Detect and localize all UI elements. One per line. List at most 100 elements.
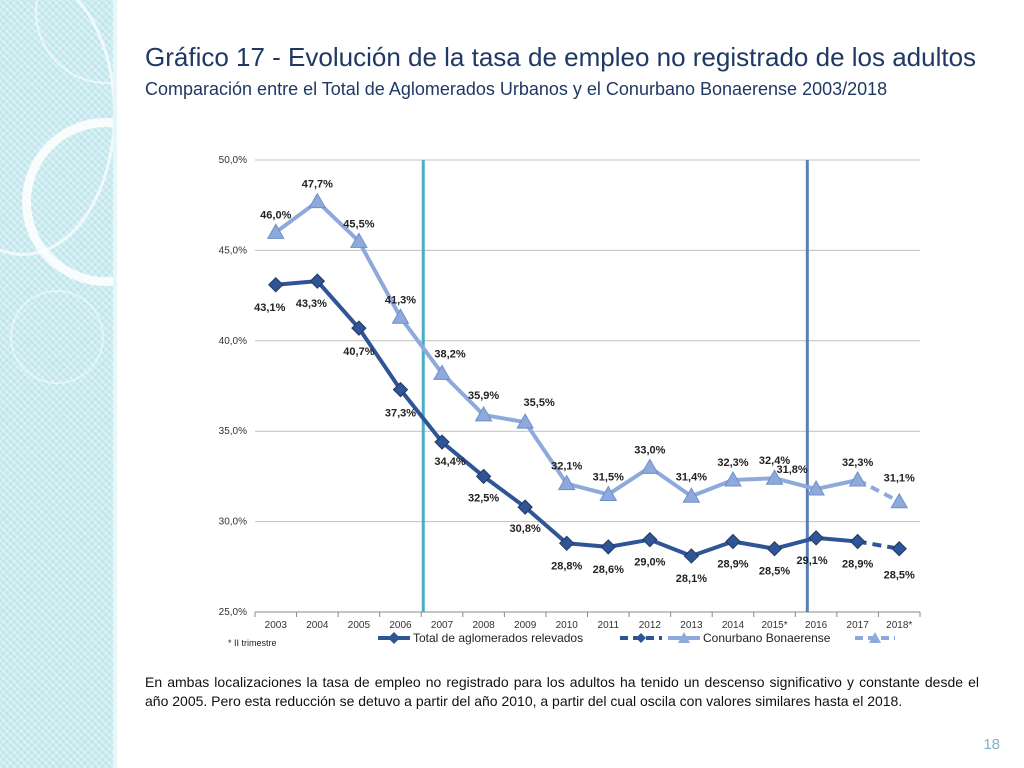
total-point: [808, 530, 824, 546]
page-number: 18: [983, 736, 1000, 753]
total-point: [642, 531, 658, 548]
x-tick-label: 2004: [306, 620, 329, 631]
conurbano-data-label: 45,5%: [343, 218, 374, 230]
legend-total-projected-marker: [636, 633, 646, 643]
y-tick-label: 25,0%: [219, 607, 247, 618]
conurbano-point: [308, 192, 327, 209]
slide-title: Gráfico 17 - Evolución de la tasa de emp…: [145, 42, 977, 72]
total-data-label: 28,5%: [759, 566, 790, 578]
total-data-label: 28,5%: [884, 570, 915, 582]
total-point: [309, 273, 326, 289]
total-point: [351, 320, 367, 336]
x-tick-label: 2015*: [761, 620, 787, 631]
total-line: [275, 279, 858, 558]
conurbano-point: [682, 487, 701, 503]
slide-body-text: En ambas localizaciones la tasa de emple…: [145, 674, 979, 709]
conurbano-data-label: 31,4%: [676, 471, 707, 483]
total-data-label: 29,0%: [634, 557, 665, 569]
x-tick-label: 2010: [556, 620, 579, 631]
conurbano-data-label: 32,3%: [717, 457, 748, 469]
total-data-label: 30,8%: [510, 523, 541, 535]
x-tick-label: 2009: [514, 620, 537, 631]
x-tick-label: 2008: [472, 620, 495, 631]
legend-conurbano-projected-marker: [869, 632, 881, 643]
total-point: [559, 535, 575, 552]
y-tick-label: 50,0%: [219, 155, 247, 166]
total-point: [849, 533, 866, 550]
y-tick-label: 30,0%: [219, 517, 247, 528]
x-tick-label: 2016: [805, 620, 828, 631]
total-data-label: 28,9%: [717, 558, 748, 570]
conurbano-point: [516, 413, 535, 429]
total-point: [725, 533, 741, 550]
legend-conurbano-label: Conurbano Bonaerense: [703, 631, 831, 645]
conurbano-data-label: 41,3%: [385, 294, 416, 306]
conurbano-data-label: 47,7%: [302, 179, 333, 191]
total-data-label: 28,9%: [842, 558, 873, 570]
conurbano-point: [724, 471, 742, 487]
y-tick-label: 40,0%: [219, 336, 247, 347]
conurbano-point: [890, 492, 909, 509]
chart-svg: 25,0% 30,0% 35,0% 40,0% 45,0% 50,0% 2003 2004 20…: [219, 155, 921, 648]
conurbano-data-label: 33,0%: [634, 444, 665, 456]
conurbano-point: [266, 223, 285, 239]
conurbano-data-label: 38,2%: [434, 348, 465, 360]
conurbano-point: [765, 469, 784, 485]
x-tick-label: 2013: [680, 620, 703, 631]
conurbano-data-label: 46,0%: [260, 209, 291, 221]
total-point: [683, 548, 700, 564]
x-tick-label: 2012: [639, 620, 662, 631]
conurbano-point: [599, 485, 618, 501]
total-data-label: 28,1%: [676, 573, 707, 585]
x-tick-label: 2007: [431, 620, 454, 631]
conurbano-point: [848, 471, 867, 487]
total-data-label: 37,3%: [385, 408, 416, 420]
conurbano-point: [391, 308, 410, 324]
conurbano-data-label: 32,1%: [551, 461, 582, 473]
total-data-label: 43,1%: [254, 302, 285, 314]
total-point: [392, 381, 409, 398]
conurbano-data-label: 31,1%: [884, 473, 915, 485]
total-point: [891, 541, 907, 557]
conurbano-point: [807, 480, 825, 496]
conurbano-data-label: 31,5%: [593, 471, 624, 483]
x-tick-label: 2003: [265, 620, 288, 631]
conurbano-point: [557, 474, 576, 491]
total-point: [268, 277, 284, 293]
decorative-ring: [10, 290, 104, 384]
conurbano-data-label: 32,3%: [842, 457, 873, 469]
x-tick-label: 2011: [598, 620, 620, 631]
slide-subtitle: Comparación entre el Total de Aglomerado…: [145, 79, 888, 99]
conurbano-data-label: 35,9%: [468, 390, 499, 402]
total-projected-segment: [857, 539, 900, 551]
conurbano-point: [640, 458, 659, 474]
total-point: [600, 539, 616, 555]
side-decoration-panel: [0, 0, 113, 768]
conurbano-point: [433, 364, 451, 380]
conurbano-data-label: 35,5%: [524, 397, 555, 409]
total-data-label: 40,7%: [343, 346, 374, 358]
total-point: [766, 541, 783, 557]
total-point: [434, 434, 450, 450]
x-tick-label: 2014: [722, 620, 745, 631]
conurbano-data-label: 31,8%: [776, 464, 807, 476]
line-chart: 25,0% 30,0% 35,0% 40,0% 45,0% 50,0% 2003 2004 20…: [200, 150, 940, 665]
x-tick-label: 2018*: [886, 620, 912, 631]
x-tick-label: 2005: [348, 620, 371, 631]
total-data-label: 28,6%: [593, 564, 624, 576]
y-tick-label: 45,0%: [219, 245, 247, 256]
x-tick-label: 2017: [847, 620, 870, 631]
conurbano-data-label: 32,4%: [759, 455, 790, 467]
legend-total-label: Total de aglomerados relevados: [413, 631, 583, 645]
total-data-label: 29,1%: [796, 555, 827, 567]
total-data-label: 34,4%: [434, 456, 465, 468]
total-data-label: 43,3%: [296, 298, 327, 310]
side-panel-edge: [113, 0, 117, 768]
legend-total-marker: [388, 632, 400, 644]
conurbano-point: [474, 405, 493, 422]
total-point: [517, 499, 533, 515]
total-data-label: 28,8%: [551, 560, 582, 572]
conurbano-point: [350, 232, 368, 248]
legend-conurbano-marker: [678, 632, 690, 643]
total-data-label: 32,5%: [468, 492, 499, 504]
